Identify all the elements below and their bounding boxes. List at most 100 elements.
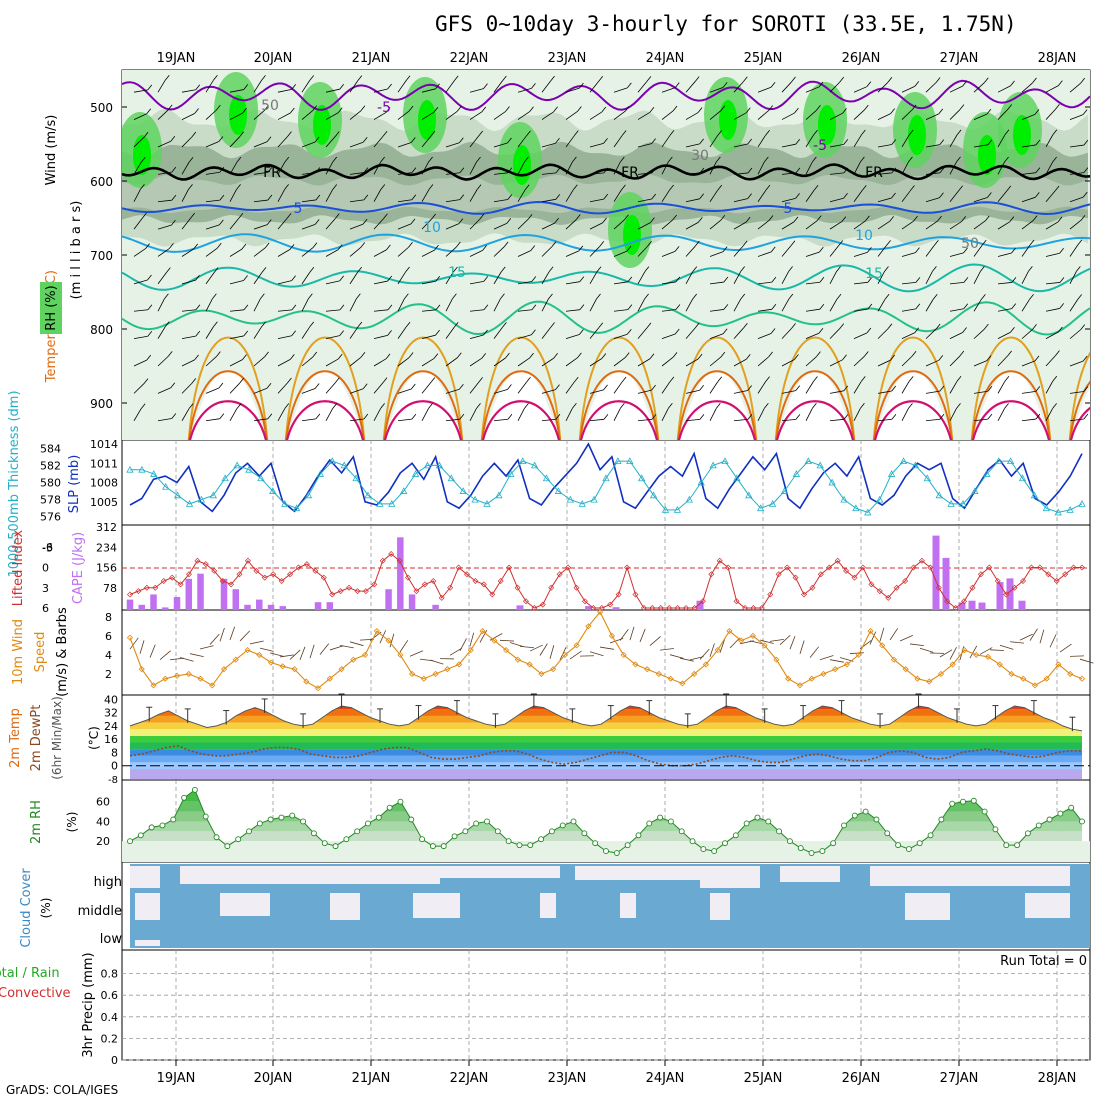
- wind-barb: [493, 80, 503, 93]
- wind-barb: [397, 142, 412, 148]
- wind-barb: [781, 418, 796, 422]
- rh-bright-blob: [313, 105, 331, 145]
- cape-bar: [279, 606, 287, 610]
- wind-barb: [157, 272, 167, 285]
- wind-barb-flag: [1035, 413, 1041, 420]
- wind-barb-flag: [1059, 303, 1065, 309]
- lifted-index-marker: [649, 605, 656, 611]
- thickness-marker: [233, 461, 241, 469]
- wind-barb: [445, 199, 460, 203]
- temp-contour-35: [972, 400, 1050, 440]
- wind-barb-flag: [699, 138, 704, 145]
- wind-barb-flag: [216, 351, 221, 357]
- wind-speed-marker: [949, 661, 956, 668]
- wind-barb: [469, 135, 479, 148]
- wind-barb: [613, 135, 623, 148]
- wind-barb-flag: [860, 403, 865, 409]
- wind-barb-flag: [387, 304, 393, 311]
- rh2m-marker: [927, 832, 934, 839]
- wind-barb-10m: [669, 654, 684, 659]
- thickness-marker: [364, 491, 372, 499]
- wind-barb: [901, 281, 916, 285]
- wind-barb-flag: [529, 106, 534, 112]
- wind-barb-flag: [867, 303, 873, 310]
- wind-barb-flag: [572, 156, 577, 163]
- rh2m-marker: [419, 836, 426, 843]
- wind-barb-flag: [530, 245, 536, 251]
- wind-barb: [877, 298, 886, 312]
- thickness-marker: [852, 504, 860, 512]
- wind-barb-flag: [816, 351, 821, 357]
- wind-barb: [277, 136, 288, 148]
- wind-barb: [469, 309, 484, 312]
- wind-barb: [757, 161, 765, 175]
- wind-barb-flag: [987, 167, 993, 174]
- contour-label: FR: [865, 165, 883, 181]
- wind-barb: [925, 172, 940, 175]
- wind-barb-flag: [675, 276, 681, 283]
- wind-barb-flag: [620, 403, 625, 409]
- wind-speed-marker: [303, 678, 310, 685]
- wind-barb-flag: [309, 321, 315, 328]
- wind-barb-flag: [1007, 350, 1012, 357]
- wind-barb: [925, 245, 935, 257]
- wind-barb: [853, 252, 868, 257]
- wind-barb-flag: [188, 184, 193, 190]
- wind-barb: [181, 217, 191, 230]
- lifted-index-marker: [405, 574, 412, 581]
- thickness-marker: [400, 487, 408, 494]
- wind-barb: [757, 356, 769, 367]
- wind-barb-10m: [529, 644, 543, 652]
- wind-barb-flag: [860, 376, 866, 382]
- rh2m-marker: [960, 798, 966, 805]
- precip-tick: 0: [111, 1054, 118, 1067]
- wind-barb-flag: [1029, 294, 1034, 300]
- cape-bar: [326, 602, 334, 610]
- temp-color-band: [130, 722, 1082, 730]
- wind-barb: [157, 80, 166, 93]
- cape-bar: [138, 604, 145, 610]
- cape-bar: [942, 557, 950, 610]
- wind-barb: [493, 111, 506, 120]
- wind-barb-flag: [531, 304, 537, 310]
- wind-barb-flag: [956, 403, 961, 409]
- wind-barb-flag: [914, 327, 920, 334]
- wind-barb: [877, 144, 892, 148]
- wind-barb: [373, 358, 387, 367]
- wind-barb: [229, 335, 244, 340]
- lifted-index-marker: [320, 574, 327, 581]
- thickness-marker: [138, 465, 146, 473]
- wind-barb: [829, 390, 844, 394]
- wind-barb: [133, 89, 148, 93]
- wind-barb-flag: [433, 106, 439, 113]
- temp-tick: 40: [104, 693, 118, 706]
- wind-barb: [589, 172, 604, 175]
- wind-barb: [877, 82, 889, 93]
- lifted-index-marker: [539, 601, 546, 608]
- wind-barb-flag: [572, 184, 578, 191]
- wind-barb-flag: [291, 330, 297, 337]
- day-label-top: 28JAN: [1038, 51, 1077, 66]
- wind-barb-flag: [939, 192, 944, 199]
- cape-bar: [968, 600, 976, 610]
- wind-barb-flag: [218, 382, 224, 389]
- rh-bright-blob: [908, 115, 926, 155]
- cape-bar: [126, 599, 134, 610]
- wind-barb-flag: [908, 403, 913, 409]
- wind-barb: [997, 282, 1012, 285]
- wind-barb-flag: [987, 139, 993, 146]
- wind-barb-flag: [842, 354, 847, 361]
- thickness-marker: [150, 470, 158, 477]
- lifted-index-marker: [952, 605, 959, 611]
- wind-barb-flag: [195, 275, 200, 281]
- wind-barb: [781, 328, 792, 339]
- wind-barb-flag: [740, 266, 745, 272]
- wind-barb-flag: [478, 377, 483, 383]
- wind-barb: [229, 280, 244, 285]
- lifted-index-marker: [160, 578, 167, 584]
- rh2m-marker: [246, 828, 252, 835]
- wind-barb-flag: [747, 167, 753, 174]
- lifted-index-marker: [329, 591, 336, 598]
- wind-barb: [757, 333, 772, 339]
- wind-barb: [829, 112, 843, 120]
